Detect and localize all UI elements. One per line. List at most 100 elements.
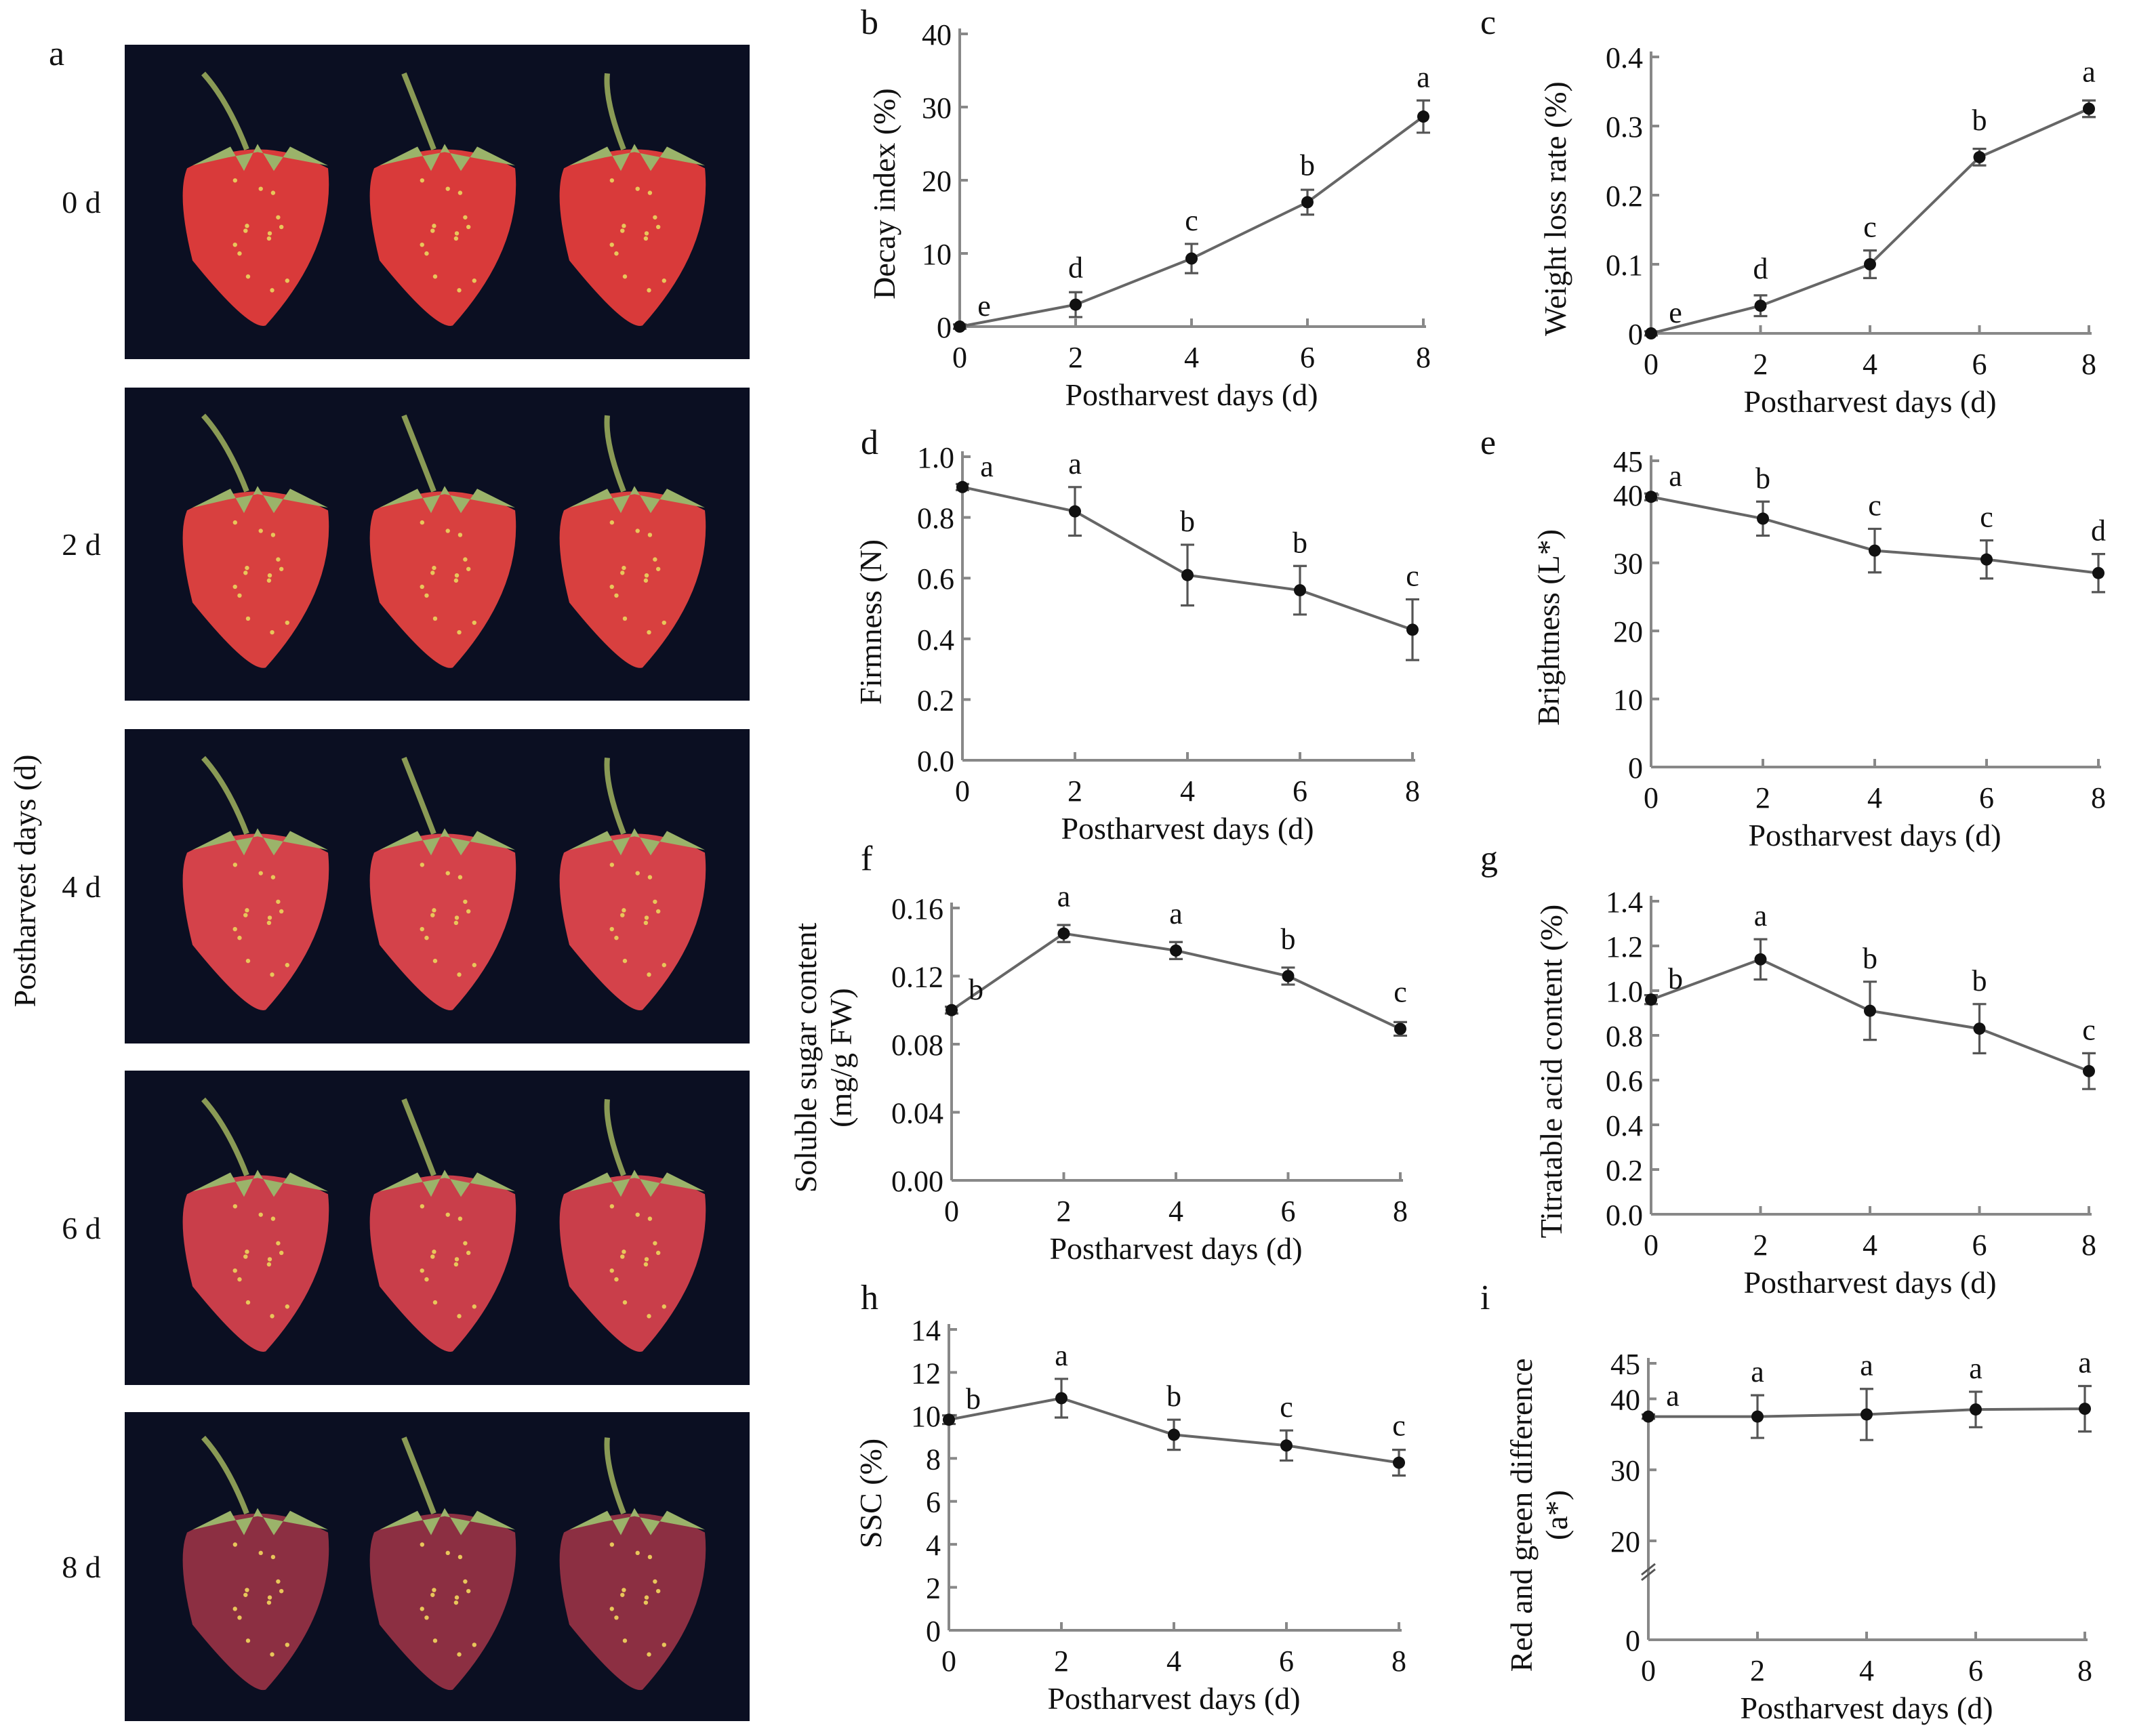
y-tick-label: 0.04 (891, 1097, 943, 1130)
x-tick-label: 6 (1281, 1195, 1296, 1228)
seed (620, 1254, 625, 1259)
y-tick-label: 20 (1610, 1525, 1640, 1558)
significance-letter: b (1166, 1380, 1181, 1413)
strawberry (369, 756, 516, 1010)
seed (266, 920, 272, 926)
y-tick-label: 0.2 (1606, 1154, 1643, 1187)
seed (622, 958, 628, 964)
x-tick-label: 4 (1859, 1654, 1874, 1687)
fruit-body (182, 1175, 329, 1352)
seed (653, 899, 657, 904)
calyx (192, 144, 328, 171)
seed (453, 236, 459, 241)
seed (258, 1212, 263, 1217)
y-tick-label: 0.4 (1606, 1109, 1643, 1142)
significance-letter: e (977, 289, 991, 323)
y-tick-label: 8 (926, 1443, 941, 1476)
panel-label-b: b (861, 3, 878, 42)
strawberry (559, 758, 706, 1010)
seed (243, 913, 248, 917)
seed (285, 963, 290, 968)
data-point (1645, 491, 1657, 503)
seed (620, 1592, 625, 1597)
seed (245, 224, 249, 228)
significance-letter: b (1180, 505, 1195, 538)
seed (644, 231, 649, 236)
seed (622, 1638, 628, 1643)
seed (655, 909, 661, 914)
seed (420, 1542, 425, 1547)
data-point (2083, 102, 2095, 115)
data-point (1754, 953, 1767, 966)
seed (647, 288, 651, 293)
x-tick-label: 8 (2077, 1654, 2092, 1687)
seed (647, 533, 653, 537)
x-tick-label: 6 (1972, 348, 1987, 381)
panel-label-d: d (861, 423, 878, 462)
data-point (1282, 970, 1295, 983)
fruit-body (559, 491, 706, 668)
x-tick-label: 2 (1054, 1645, 1069, 1678)
seed (609, 520, 615, 525)
strawberry (369, 72, 516, 326)
seed (453, 920, 459, 926)
fruit-body (182, 1513, 329, 1691)
x-tick-label: 0 (944, 1195, 959, 1228)
data-point (1280, 1439, 1293, 1452)
data-point (1185, 252, 1198, 265)
y-tick-label: 10 (1613, 684, 1643, 717)
y-tick-label: 0 (1625, 1624, 1640, 1657)
seed (454, 231, 460, 236)
calyx (380, 144, 515, 171)
seed (432, 908, 436, 913)
calyx (192, 1508, 328, 1535)
day-label: 8 d (62, 1550, 101, 1584)
seed (432, 274, 438, 279)
data-point (1860, 1408, 1873, 1421)
significance-letter: c (1185, 204, 1198, 237)
data-point (1864, 1004, 1876, 1017)
seed (614, 935, 619, 941)
seed (662, 620, 667, 625)
significance-letter: d (1753, 252, 1768, 285)
seed (258, 1550, 263, 1556)
seed (466, 566, 471, 571)
seed (232, 178, 238, 183)
seed (267, 573, 272, 578)
seed (463, 899, 468, 904)
seed (420, 584, 424, 590)
x-tick-label: 2 (1755, 781, 1770, 814)
seed (644, 915, 649, 920)
seed (463, 1241, 468, 1245)
seed (647, 190, 653, 195)
fruit-body (182, 833, 329, 1010)
stem (401, 414, 436, 493)
seed (635, 1212, 640, 1217)
photo-ylabel: Postharvest days (d) (7, 754, 42, 1007)
seed (647, 1554, 653, 1560)
significance-letter: b (1281, 923, 1296, 956)
seed (463, 215, 468, 220)
seed (463, 1579, 468, 1584)
data-point (1406, 623, 1419, 636)
seed (609, 863, 615, 867)
y-tick-label: 0.0 (917, 745, 954, 778)
significance-letter: e (1669, 296, 1682, 329)
x-tick-label: 8 (2081, 1228, 2096, 1262)
y-tick-label: 0.0 (1606, 1199, 1643, 1232)
y-tick-label: 1.0 (1606, 975, 1643, 1008)
x-axis-label: Postharvest days (d) (1743, 384, 1996, 419)
fruit-body (559, 833, 706, 1010)
x-tick-label: 2 (1068, 341, 1083, 374)
calyx (569, 828, 705, 856)
seed (243, 1592, 248, 1597)
x-tick-label: 6 (1968, 1654, 1983, 1687)
photo-row: 6 d (62, 1071, 750, 1385)
significance-letter: a (1169, 897, 1183, 930)
x-axis-label: Postharvest days (d) (1047, 1681, 1300, 1716)
seed (267, 1595, 272, 1600)
seed (232, 520, 238, 525)
strawberry (559, 1437, 706, 1691)
seed (445, 871, 450, 875)
